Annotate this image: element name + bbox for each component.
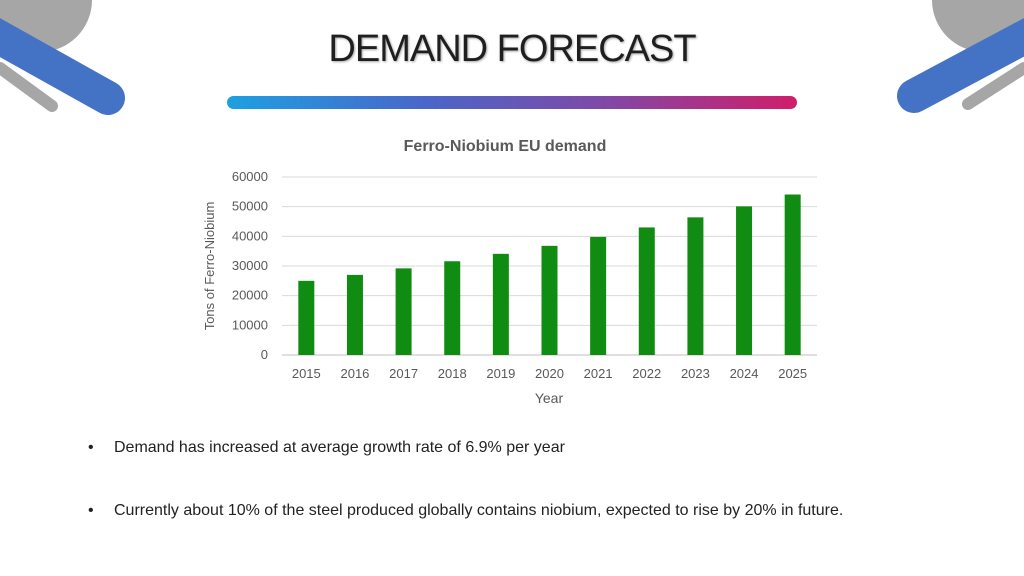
grey-stripe-shape (962, 62, 1024, 110)
chart-title: Ferro-Niobium EU demand (404, 138, 607, 155)
demand-bar-chart: Ferro-Niobium EU demand Tons of Ferro-Ni… (202, 138, 817, 406)
bar-2017 (395, 268, 412, 355)
x-axis-ticks: 2015 2016 2017 2018 2019 2020 2021 2022 2023 2024… (292, 366, 807, 381)
blue-stripe-shape (0, 18, 125, 115)
bullet-dot: • (88, 439, 94, 456)
bullet-dot: • (88, 502, 94, 519)
y-tick-label: 10000 (232, 317, 268, 332)
y-tick-label: 60000 (232, 169, 268, 184)
x-tick-label: 2025 (778, 366, 807, 381)
y-tick-label: 0 (261, 347, 268, 362)
x-tick-label: 2020 (535, 366, 564, 381)
x-tick-label: 2024 (730, 366, 759, 381)
x-tick-label: 2023 (681, 366, 710, 381)
bar-2018 (444, 261, 461, 355)
y-tick-label: 30000 (232, 258, 268, 273)
x-axis-label: Year (535, 390, 564, 406)
grey-stripe-shape (0, 62, 58, 112)
bars (298, 194, 801, 355)
y-tick-label: 20000 (232, 288, 268, 303)
x-tick-label: 2016 (340, 366, 369, 381)
bar-2020 (541, 245, 558, 355)
bar-2016 (346, 274, 363, 355)
bar-2015 (298, 280, 315, 355)
x-tick-label: 2022 (632, 366, 661, 381)
corner-decoration-left (0, 0, 125, 115)
y-tick-label: 40000 (232, 228, 268, 243)
y-axis-ticks: 0 10000 20000 30000 40000 50000 60000 (232, 169, 268, 362)
bar-2019 (492, 253, 509, 355)
y-axis-label: Tons of Ferro-Niobium (202, 202, 217, 331)
x-tick-label: 2015 (292, 366, 321, 381)
bar-2021 (590, 236, 607, 355)
x-tick-label: 2019 (486, 366, 515, 381)
bar-2022 (638, 227, 655, 355)
bullet-text: Demand has increased at average growth r… (114, 439, 565, 456)
x-tick-label: 2018 (438, 366, 467, 381)
x-tick-label: 2021 (584, 366, 613, 381)
bar-2025 (784, 194, 801, 355)
title-underline-bar (227, 96, 797, 109)
corner-decoration-right (897, 0, 1024, 113)
blue-stripe-shape (897, 18, 1024, 113)
slide-title: DEMAND FORECAST (328, 28, 696, 70)
bar-2023 (687, 217, 704, 355)
bullet-text: Currently about 10% of the steel produce… (114, 502, 844, 519)
y-tick-label: 50000 (232, 199, 268, 214)
x-tick-label: 2017 (389, 366, 418, 381)
bar-2024 (736, 206, 753, 355)
